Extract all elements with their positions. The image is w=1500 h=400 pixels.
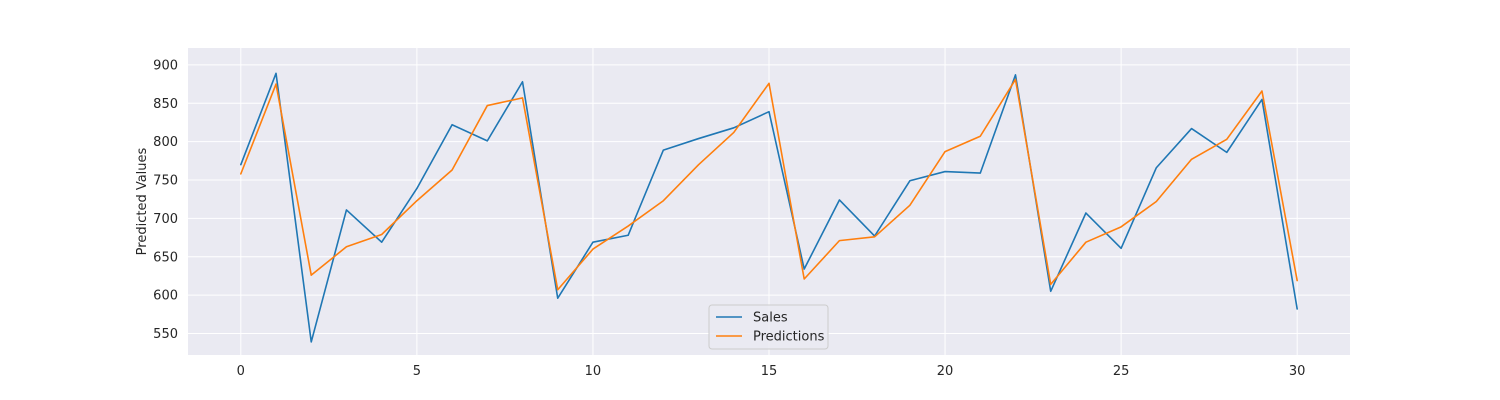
y-tick-label: 600: [153, 289, 178, 304]
y-axis-ticks: 550 600 650 700 750 800 850 900: [153, 58, 178, 342]
y-tick-label: 800: [153, 135, 178, 150]
x-axis-ticks: 0 5 10 15 20 25 30: [237, 364, 1306, 379]
x-tick-label: 25: [1113, 364, 1130, 379]
series-line-sales: [240, 72, 1298, 343]
y-axis-label: Predicted Values: [135, 147, 150, 255]
x-tick-label: 5: [413, 364, 421, 379]
series-lines: [240, 72, 1298, 343]
legend: Sales Predictions: [708, 304, 829, 350]
legend-label: Predictions: [753, 330, 825, 345]
x-tick-label: 0: [237, 364, 245, 379]
legend-label: Sales: [753, 311, 788, 326]
y-tick-label: 700: [153, 212, 178, 227]
y-tick-label: 650: [153, 250, 178, 265]
series-line-predictions: [240, 78, 1298, 291]
y-tick-label: 750: [153, 174, 178, 189]
y-tick-label: 550: [153, 327, 178, 342]
legend-box: [708, 304, 829, 350]
y-tick-label: 850: [153, 97, 178, 112]
x-tick-label: 20: [937, 364, 954, 379]
y-tick-label: 900: [153, 58, 178, 73]
x-tick-label: 15: [761, 364, 778, 379]
x-tick-label: 30: [1289, 364, 1306, 379]
grid-lines: [188, 48, 1350, 355]
x-tick-label: 10: [585, 364, 602, 379]
